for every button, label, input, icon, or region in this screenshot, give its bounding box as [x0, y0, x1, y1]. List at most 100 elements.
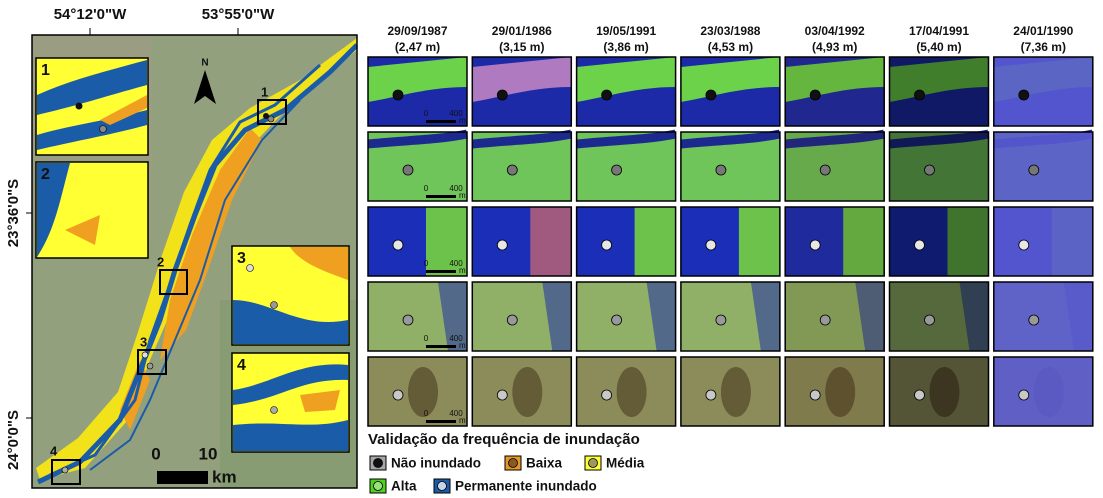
box-label: 3 — [140, 334, 147, 349]
thumbnail-frame — [888, 206, 990, 277]
lon-label: 53°55'0"W — [202, 6, 275, 23]
scene-feature — [426, 207, 467, 276]
land-high — [65, 215, 100, 245]
column-date: 29/09/1987 — [387, 24, 447, 38]
inset-label: 4 — [237, 357, 246, 374]
scene-tint — [889, 357, 989, 426]
legend-label: Baixa — [526, 456, 563, 471]
location-box — [137, 349, 167, 375]
scene-feature — [576, 57, 676, 102]
scale-label: 0 — [424, 259, 429, 268]
scene-feature — [785, 57, 885, 102]
validation-point — [1028, 164, 1040, 176]
thumbnail — [784, 206, 885, 277]
thumbnail-frame — [575, 356, 677, 427]
scale-label: 0 — [151, 444, 160, 463]
scene-tint — [889, 207, 989, 276]
legend-title: Validação da frequência de inundação — [368, 431, 640, 448]
column-depth: (4,93 m) — [812, 40, 857, 54]
box-label: 1 — [261, 84, 268, 99]
column-date: 03/04/1992 — [805, 24, 865, 38]
column-date: 23/03/1988 — [700, 24, 760, 38]
thumbnail-frame — [993, 281, 1094, 352]
thumbnail — [784, 56, 885, 127]
thumbnail-frame — [888, 56, 990, 127]
inset: 3 — [231, 245, 350, 346]
thumbnail — [888, 56, 990, 127]
scale-bar — [426, 270, 456, 273]
point — [270, 301, 278, 309]
inset-label: 2 — [41, 166, 50, 183]
scale-label: 0 — [424, 109, 429, 118]
thumbnail — [784, 281, 885, 352]
validation-point — [819, 164, 831, 176]
lat-label: 24°0'0"S — [5, 410, 22, 470]
legend-dot — [373, 458, 383, 468]
scale-bar — [426, 195, 456, 198]
scale-unit: m — [459, 116, 466, 125]
scale-unit: m — [459, 416, 466, 425]
scene-tint — [993, 357, 1093, 426]
scene-tint — [785, 207, 885, 276]
inset-label: 3 — [237, 250, 246, 267]
scene-tint — [785, 57, 885, 126]
legend-dot — [437, 481, 447, 491]
validation-point — [809, 239, 821, 251]
scene-feature — [530, 207, 572, 276]
land-high — [100, 95, 147, 125]
inset: 2 — [35, 161, 149, 259]
scene-feature — [855, 282, 885, 351]
location-box — [159, 269, 188, 295]
inset: 1 — [35, 57, 149, 156]
thumbnail-frame — [367, 356, 468, 427]
water — [37, 163, 70, 257]
thumbnail-frame — [471, 281, 573, 352]
column-depth: (3,86 m) — [603, 40, 648, 54]
point — [141, 351, 149, 359]
scene-feature — [929, 367, 960, 417]
validation-point — [601, 89, 612, 101]
validation-point — [924, 314, 935, 326]
scene-feature — [738, 207, 780, 276]
scale-bar — [157, 471, 208, 484]
thumbnail — [471, 206, 573, 277]
point — [270, 406, 278, 414]
point — [99, 125, 107, 133]
thumbnail-frame — [784, 56, 885, 127]
thumbnail-frame — [367, 281, 468, 352]
thumbnail-frame — [680, 356, 781, 427]
point — [75, 102, 83, 110]
scene-tint — [993, 282, 1093, 351]
thumbnail-frame — [888, 356, 990, 427]
scale-unit: m — [459, 266, 466, 275]
legend-label: Alta — [391, 479, 417, 494]
thumbnail-frame — [993, 56, 1094, 127]
thumbnail-frame — [784, 131, 885, 202]
point — [267, 115, 275, 123]
validation-point — [601, 389, 612, 401]
thumbnail-frame — [784, 356, 885, 427]
scene-feature — [825, 367, 856, 417]
scene-feature — [542, 282, 572, 351]
validation-point — [496, 239, 508, 251]
thumbnail-frame — [367, 206, 468, 277]
thumbnail — [888, 129, 990, 202]
thumbnail-frame — [680, 131, 781, 202]
scale-label: 400 — [449, 334, 463, 343]
land-high — [290, 247, 348, 280]
validation-point — [715, 314, 727, 326]
scene-feature — [367, 129, 468, 149]
scene-tint — [993, 207, 1093, 276]
scene-feature — [472, 57, 572, 102]
thumbnail-frame — [575, 206, 677, 277]
inset: 4 — [231, 352, 350, 453]
thumbnail — [680, 129, 781, 202]
scene-feature — [471, 129, 573, 149]
validation-point — [506, 314, 518, 326]
thumbnail-frame — [993, 206, 1094, 277]
thumbnail — [575, 56, 677, 127]
thumbnail — [993, 356, 1094, 427]
column-depth: (7,36 m) — [1021, 40, 1066, 54]
thumbnail — [888, 281, 990, 352]
